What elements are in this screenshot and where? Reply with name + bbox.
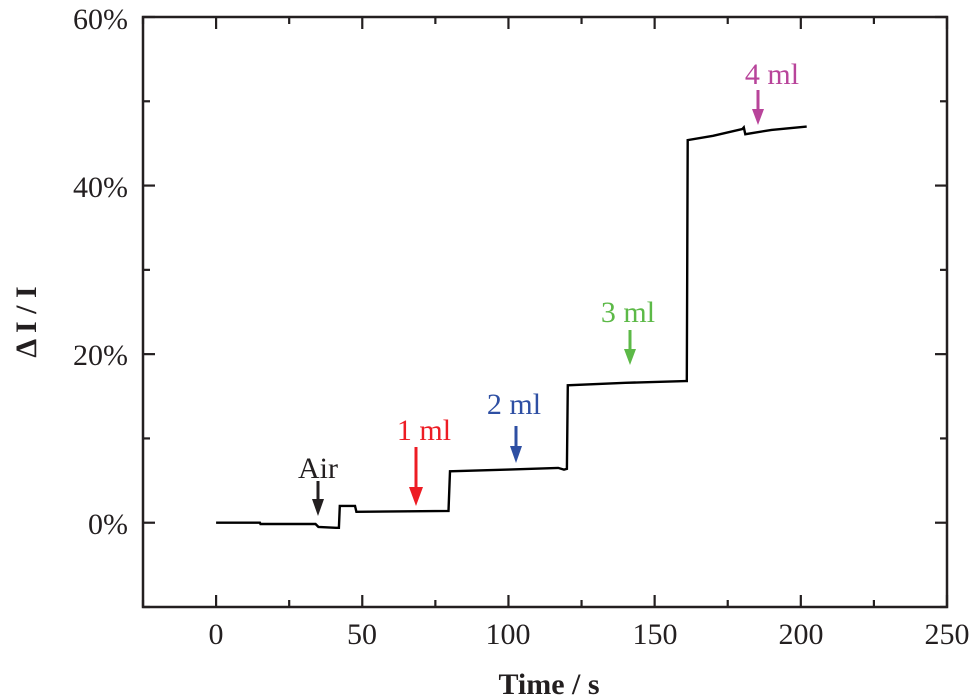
x-tick-label: 100: [486, 618, 531, 651]
annotation-air: Air: [298, 452, 338, 516]
down-arrow-icon: [312, 481, 324, 516]
x-tick-label: 250: [925, 618, 970, 651]
data-trace-line: [216, 124, 807, 529]
y-tick-label: 60%: [73, 3, 128, 36]
annotation-label-2ml: 2 ml: [487, 388, 541, 421]
annotations: Air 1 ml 2 ml 3 ml: [298, 58, 799, 516]
x-axis-tick-labels: 0 50 100 150 200 250: [209, 618, 970, 651]
annotation-label-4ml: 4 ml: [745, 58, 799, 91]
down-arrow-icon: [510, 426, 522, 463]
y-axis-title: Δ I / I: [10, 286, 43, 357]
annotation-3ml: 3 ml: [601, 296, 655, 365]
y-axis-tick-labels: 0% 20% 40% 60%: [73, 3, 128, 541]
annotation-2ml: 2 ml: [487, 388, 541, 463]
x-tick-label: 200: [779, 618, 824, 651]
x-tick-label: 150: [633, 618, 678, 651]
annotation-label-1ml: 1 ml: [397, 414, 451, 447]
annotation-4ml: 4 ml: [745, 58, 799, 125]
y-tick-label: 0%: [88, 508, 128, 541]
annotation-label-3ml: 3 ml: [601, 296, 655, 329]
down-arrow-icon: [752, 90, 764, 125]
annotation-1ml: 1 ml: [397, 414, 451, 506]
down-arrow-icon: [409, 447, 423, 506]
y-tick-label: 40%: [73, 171, 128, 204]
x-tick-label: 0: [209, 618, 224, 651]
x-tick-label: 50: [347, 618, 377, 651]
plot-frame: [141, 15, 949, 609]
down-arrow-icon: [624, 330, 636, 365]
axis-ticks: [141, 15, 949, 609]
y-tick-label: 20%: [73, 339, 128, 372]
x-axis-title: Time / s: [498, 668, 599, 698]
annotation-label-air: Air: [298, 452, 338, 485]
